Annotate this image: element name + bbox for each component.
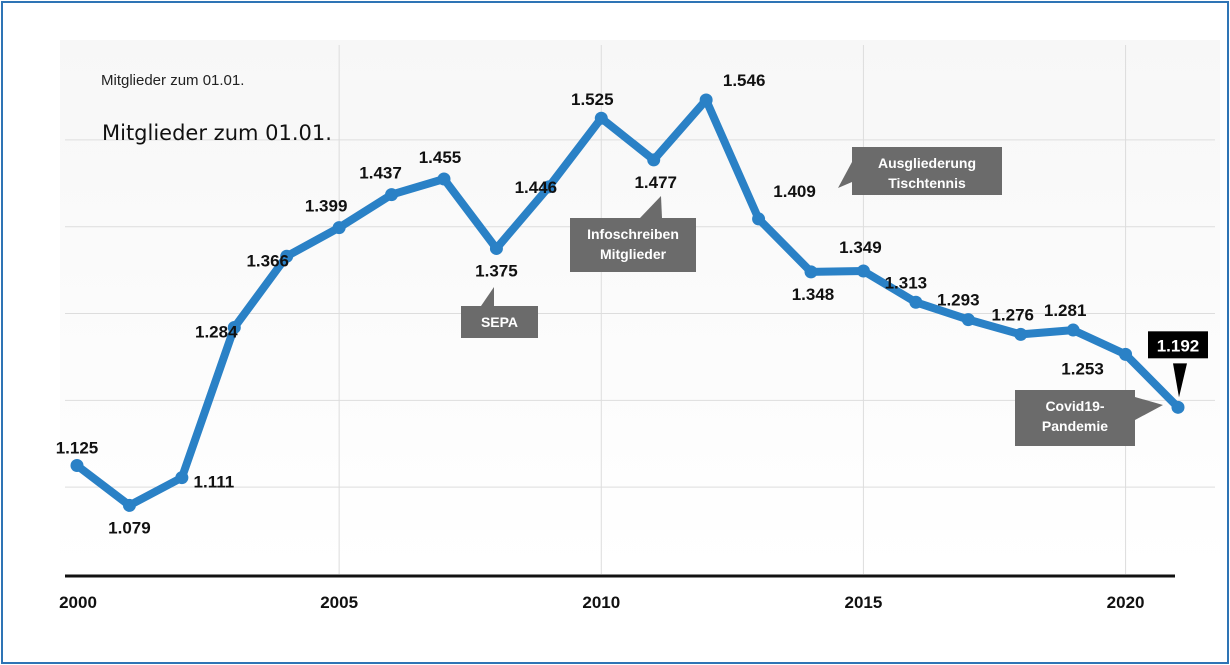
data-label: 1.348	[792, 285, 835, 304]
data-point	[961, 313, 975, 327]
data-point	[647, 153, 661, 167]
data-point	[385, 188, 399, 202]
highlight-pointer	[1173, 363, 1187, 398]
data-label: 1.399	[305, 197, 348, 216]
annotation-ausgliederung-text: Tischtennis	[888, 175, 966, 191]
data-point	[542, 180, 556, 194]
x-tick-label: 2000	[59, 593, 97, 612]
data-label: 1.525	[571, 90, 614, 109]
data-point	[175, 471, 189, 485]
series-line	[73, 96, 1182, 510]
annotation-infoschreiben-box	[570, 218, 696, 272]
data-point	[909, 295, 923, 309]
data-label: 1.437	[359, 164, 402, 183]
data-label: 1.313	[885, 273, 928, 292]
highlight-box	[1148, 331, 1208, 359]
annotation-ausgliederung-pointer	[838, 162, 852, 188]
x-tick-label: 2010	[582, 593, 620, 612]
annotation-infoschreiben-pointer	[640, 196, 662, 218]
annotation-covid-text: Covid19-	[1045, 398, 1104, 414]
annotation-covid-pointer	[1135, 397, 1163, 420]
data-point	[804, 265, 818, 279]
annotation-infoschreiben-text: Mitglieder	[600, 246, 667, 262]
x-tick-label: 2005	[320, 593, 358, 612]
data-point	[437, 172, 451, 186]
annotation-sepa-box	[461, 306, 538, 338]
annotation-sepa: SEPA	[461, 287, 538, 338]
data-label: 1.125	[56, 438, 99, 457]
data-point	[752, 212, 766, 226]
data-label: 1.253	[1061, 359, 1104, 378]
annotation-covid-text: Pandemie	[1042, 418, 1108, 434]
data-label: 1.446	[515, 178, 558, 197]
chart-title: Mitglieder zum 01.01.	[101, 72, 245, 89]
data-point	[280, 249, 294, 263]
annotation-covid: Covid19- Pandemie	[1015, 390, 1163, 446]
data-label: 1.375	[475, 261, 518, 280]
data-label: 1.546	[723, 71, 766, 90]
data-point	[699, 93, 713, 107]
data-label: 1.284	[195, 322, 238, 341]
data-label: 1.281	[1044, 301, 1087, 320]
data-label: 1.349	[839, 238, 882, 257]
data-label: 1.293	[937, 291, 980, 310]
chart-subtitle: Mitglieder zum 01.01.	[102, 121, 332, 145]
data-point	[70, 458, 84, 472]
data-point	[1171, 400, 1185, 414]
annotation-infoschreiben: Infoschreiben Mitglieder	[570, 196, 696, 272]
data-point	[1014, 327, 1028, 341]
annotation-ausgliederung-text: Ausgliederung	[878, 155, 976, 171]
data-point	[1066, 323, 1080, 337]
data-label: 1.477	[634, 173, 677, 192]
data-label: 1.366	[246, 251, 289, 270]
annotation-sepa-pointer	[481, 287, 494, 306]
data-label: 1.079	[108, 518, 151, 537]
data-label: 1.192	[1157, 336, 1200, 355]
annotation-covid-box	[1015, 390, 1135, 446]
annotation-ausgliederung-box	[852, 147, 1002, 195]
annotation-ausgliederung: Ausgliederung Tischtennis	[838, 147, 1002, 195]
data-point	[1119, 347, 1133, 361]
data-label: 1.111	[194, 473, 235, 492]
data-point	[489, 241, 503, 255]
annotation-infoschreiben-text: Infoschreiben	[587, 226, 679, 242]
data-point	[227, 320, 241, 334]
data-label: 1.276	[991, 305, 1034, 324]
x-tick-label: 2015	[845, 593, 883, 612]
annotation-sepa-text: SEPA	[481, 314, 518, 330]
x-tick-label: 2020	[1107, 593, 1145, 612]
data-point	[856, 264, 870, 278]
data-label: 1.455	[419, 148, 462, 167]
data-point	[594, 111, 608, 125]
data-label: 1.409	[773, 182, 816, 201]
data-point	[122, 498, 136, 512]
data-point	[332, 221, 346, 235]
